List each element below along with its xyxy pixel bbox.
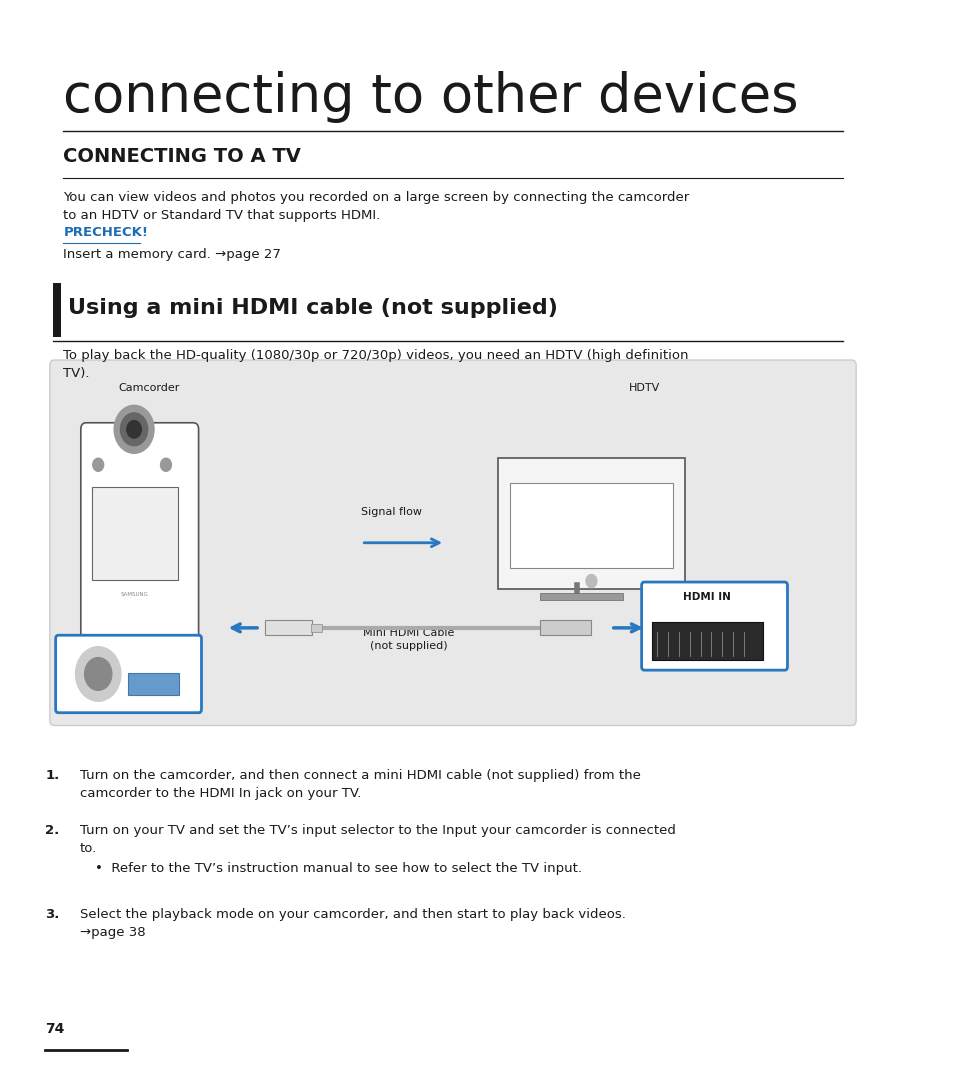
Circle shape: [585, 575, 597, 588]
Circle shape: [160, 458, 172, 471]
Text: Select the playback mode on your camcorder, and then start to play back videos.
: Select the playback mode on your camcord…: [80, 908, 625, 938]
Text: 3.: 3.: [45, 908, 60, 921]
Text: HDMI IN: HDMI IN: [681, 592, 730, 602]
Text: To play back the HD-quality (1080/30p or 720/30p) videos, you need an HDTV (high: To play back the HD-quality (1080/30p or…: [63, 349, 688, 380]
Text: Mini HDMI Cable
(not supplied): Mini HDMI Cable (not supplied): [363, 628, 455, 651]
Circle shape: [120, 413, 148, 446]
FancyBboxPatch shape: [641, 583, 786, 670]
FancyBboxPatch shape: [81, 423, 198, 648]
Text: You can view videos and photos you recorded on a large screen by connecting the : You can view videos and photos you recor…: [63, 191, 689, 221]
FancyBboxPatch shape: [264, 621, 312, 635]
Text: PRECHECK!: PRECHECK!: [63, 226, 149, 239]
FancyBboxPatch shape: [509, 483, 672, 568]
FancyBboxPatch shape: [652, 622, 761, 660]
FancyBboxPatch shape: [497, 458, 684, 589]
FancyBboxPatch shape: [52, 283, 61, 337]
Text: Turn on your TV and set the TV’s input selector to the Input your camcorder is c: Turn on your TV and set the TV’s input s…: [80, 824, 675, 854]
FancyBboxPatch shape: [50, 360, 855, 726]
Circle shape: [127, 421, 141, 439]
FancyBboxPatch shape: [128, 673, 179, 695]
Circle shape: [75, 647, 121, 702]
Text: Signal flow: Signal flow: [361, 507, 422, 517]
Text: 1.: 1.: [45, 769, 59, 782]
FancyBboxPatch shape: [92, 488, 177, 580]
Text: 74: 74: [45, 1022, 65, 1036]
FancyBboxPatch shape: [55, 635, 201, 712]
FancyBboxPatch shape: [539, 621, 591, 635]
FancyBboxPatch shape: [311, 624, 321, 632]
Text: HDTV: HDTV: [628, 383, 659, 393]
Text: Turn on the camcorder, and then connect a mini HDMI cable (not supplied) from th: Turn on the camcorder, and then connect …: [80, 769, 639, 800]
Text: Using a mini HDMI cable (not supplied): Using a mini HDMI cable (not supplied): [68, 298, 558, 317]
Text: •  Refer to the TV’s instruction manual to see how to select the TV input.: • Refer to the TV’s instruction manual t…: [95, 862, 581, 875]
Text: CONNECTING TO A TV: CONNECTING TO A TV: [63, 147, 301, 166]
FancyBboxPatch shape: [539, 594, 622, 600]
Text: connecting to other devices: connecting to other devices: [63, 71, 799, 123]
Circle shape: [114, 406, 153, 454]
Text: Camcorder: Camcorder: [118, 383, 179, 393]
Circle shape: [85, 658, 112, 691]
Text: Insert a memory card. →page 27: Insert a memory card. →page 27: [63, 248, 281, 261]
Circle shape: [92, 458, 104, 471]
Text: 2.: 2.: [45, 824, 59, 837]
Text: SAMSUNG: SAMSUNG: [120, 591, 148, 597]
